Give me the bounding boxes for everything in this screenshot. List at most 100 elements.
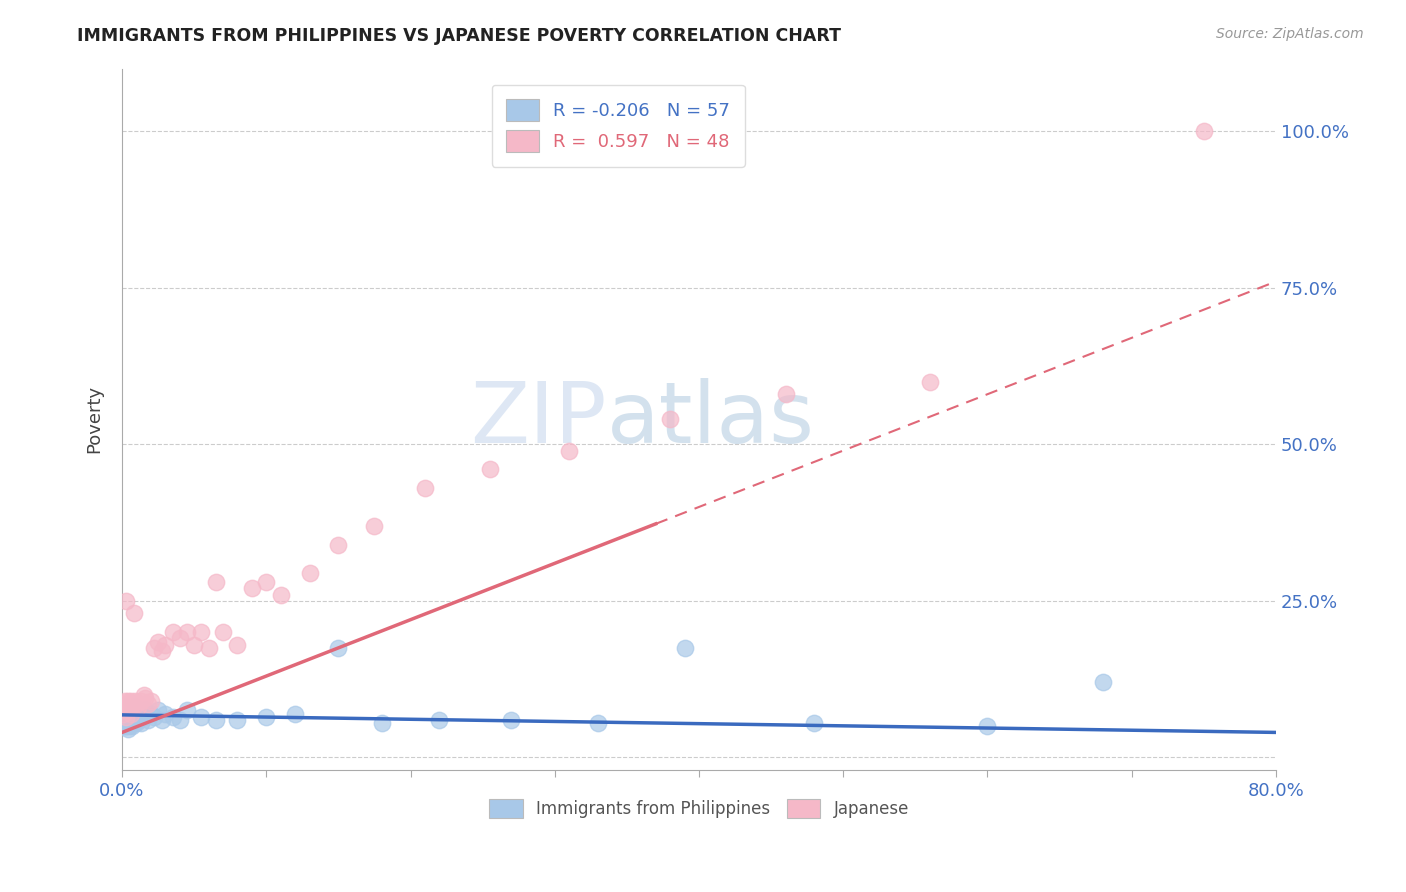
Point: [121, 698, 143, 712]
Point: [120, 706, 142, 721]
Point: [659, 412, 682, 426]
Text: Source: ZipAtlas.com: Source: ZipAtlas.com: [1216, 27, 1364, 41]
Point: [190, 710, 212, 724]
Point: [139, 706, 162, 721]
Point: [1192, 124, 1215, 138]
Point: [176, 704, 198, 718]
Point: [115, 710, 138, 724]
Point: [162, 710, 184, 724]
Point: [363, 518, 385, 533]
Point: [284, 706, 307, 721]
Point: [169, 632, 191, 646]
Text: ZIP: ZIP: [470, 377, 607, 461]
Point: [117, 700, 139, 714]
Point: [918, 375, 941, 389]
Point: [142, 640, 165, 655]
Point: [370, 716, 392, 731]
Point: [413, 481, 436, 495]
Point: [120, 694, 142, 708]
Point: [134, 690, 156, 705]
Point: [114, 704, 136, 718]
Point: [122, 607, 145, 621]
Point: [501, 713, 523, 727]
Point: [146, 634, 169, 648]
Point: [775, 387, 797, 401]
Point: [132, 710, 155, 724]
Point: [212, 625, 235, 640]
Y-axis label: Poverty: Poverty: [86, 385, 103, 453]
Point: [155, 706, 177, 721]
Point: [114, 719, 136, 733]
Point: [118, 719, 141, 733]
Point: [114, 694, 136, 708]
Point: [136, 713, 159, 727]
Point: [125, 716, 148, 731]
Point: [122, 716, 145, 731]
Point: [976, 719, 998, 733]
Point: [121, 719, 143, 733]
Point: [803, 716, 825, 731]
Point: [114, 700, 136, 714]
Point: [134, 704, 156, 718]
Point: [117, 723, 139, 737]
Point: [118, 710, 141, 724]
Point: [176, 625, 198, 640]
Point: [190, 625, 212, 640]
Point: [1091, 675, 1114, 690]
Point: [673, 640, 696, 655]
Point: [120, 706, 142, 721]
Point: [254, 575, 277, 590]
Point: [118, 698, 141, 712]
Point: [226, 713, 249, 727]
Point: [124, 694, 146, 708]
Point: [328, 537, 350, 551]
Point: [125, 710, 148, 724]
Point: [139, 694, 162, 708]
Point: [115, 716, 138, 731]
Point: [240, 582, 263, 596]
Point: [129, 694, 152, 708]
Point: [114, 710, 136, 724]
Point: [162, 625, 184, 640]
Point: [204, 575, 226, 590]
Point: [132, 688, 155, 702]
Point: [117, 694, 139, 708]
Text: IMMIGRANTS FROM PHILIPPINES VS JAPANESE POVERTY CORRELATION CHART: IMMIGRANTS FROM PHILIPPINES VS JAPANESE …: [77, 27, 841, 45]
Point: [270, 588, 292, 602]
Point: [117, 713, 139, 727]
Point: [136, 698, 159, 712]
Point: [125, 698, 148, 712]
Point: [558, 443, 581, 458]
Point: [254, 710, 277, 724]
Point: [328, 640, 350, 655]
Point: [112, 716, 135, 731]
Point: [146, 704, 169, 718]
Point: [112, 706, 135, 721]
Point: [127, 700, 149, 714]
Point: [118, 704, 141, 718]
Point: [298, 566, 321, 580]
Point: [121, 710, 143, 724]
Point: [118, 704, 141, 718]
Point: [120, 713, 142, 727]
Point: [427, 713, 450, 727]
Point: [117, 706, 139, 721]
Point: [122, 706, 145, 721]
Point: [124, 713, 146, 727]
Point: [169, 713, 191, 727]
Point: [112, 713, 135, 727]
Point: [155, 638, 177, 652]
Point: [152, 644, 174, 658]
Point: [124, 700, 146, 714]
Point: [115, 594, 138, 608]
Point: [586, 716, 609, 731]
Point: [112, 706, 135, 721]
Point: [478, 462, 501, 476]
Point: [226, 638, 249, 652]
Legend: Immigrants from Philippines, Japanese: Immigrants from Philippines, Japanese: [482, 792, 915, 825]
Point: [112, 698, 135, 712]
Point: [114, 704, 136, 718]
Point: [127, 713, 149, 727]
Point: [204, 713, 226, 727]
Point: [115, 706, 138, 721]
